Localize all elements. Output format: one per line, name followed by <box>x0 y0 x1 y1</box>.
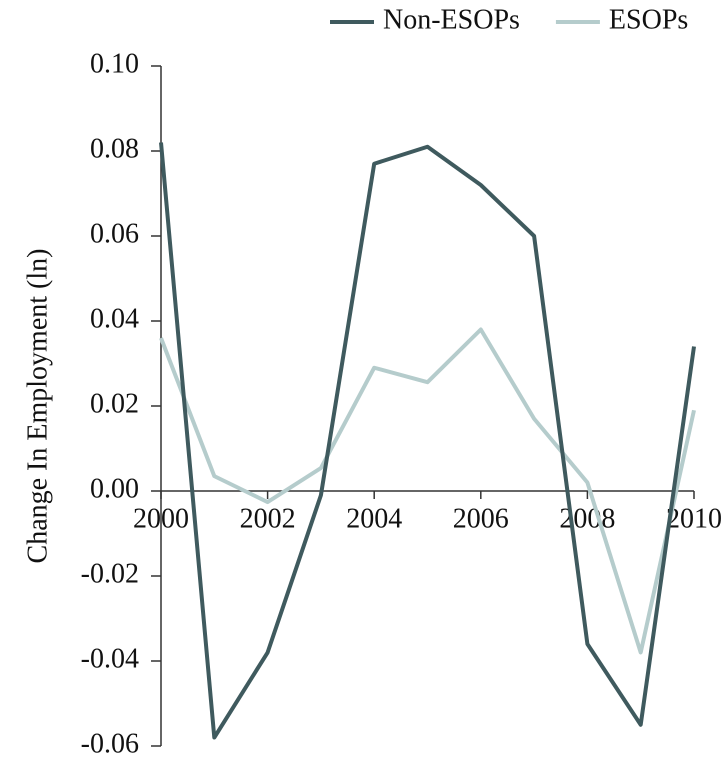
y-tick-label: 0.06 <box>90 218 139 249</box>
y-tick-label: 0.04 <box>90 303 139 334</box>
legend-label: ESOPs <box>609 4 688 35</box>
y-tick-label: -0.02 <box>81 558 139 589</box>
y-axis-label: Change In Employment (ln) <box>22 249 53 564</box>
legend-label: Non-ESOPs <box>383 4 520 35</box>
x-tick-label: 2010 <box>666 503 722 534</box>
x-tick-label: 2000 <box>133 503 189 534</box>
line-series <box>159 327 696 655</box>
line-series <box>159 142 696 740</box>
y-tick-label: 0.00 <box>90 473 139 504</box>
x-tick-label: 2004 <box>346 503 402 534</box>
y-tick-label: 0.10 <box>90 48 139 79</box>
x-tick-label: 2006 <box>453 503 509 534</box>
y-tick-label: 0.02 <box>90 388 139 419</box>
x-tick-label: 2002 <box>240 503 296 534</box>
y-tick-label: -0.06 <box>81 728 139 759</box>
y-tick-label: 0.08 <box>90 133 139 164</box>
y-tick-label: -0.04 <box>81 643 139 674</box>
